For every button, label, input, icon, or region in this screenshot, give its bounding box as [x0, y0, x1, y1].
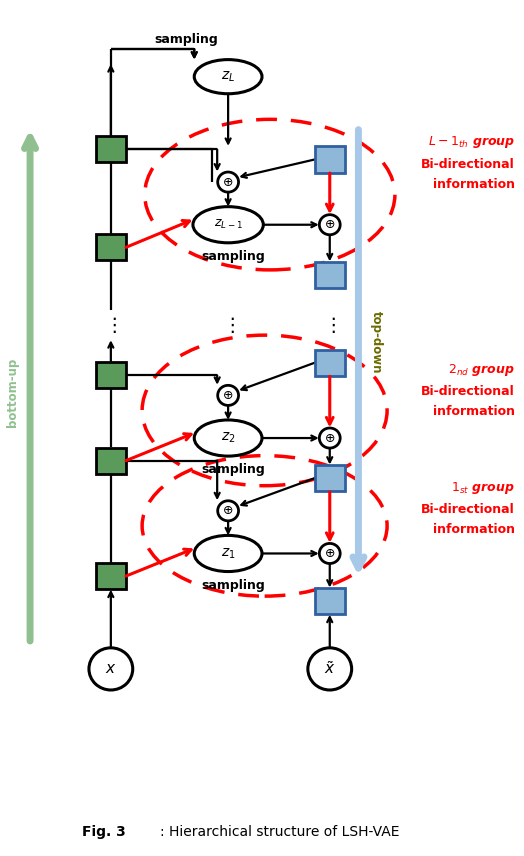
Text: $\oplus$: $\oplus$ — [223, 504, 234, 517]
Text: $\vdots$: $\vdots$ — [104, 315, 117, 335]
Text: $x$: $x$ — [105, 662, 117, 676]
Circle shape — [217, 172, 238, 192]
FancyBboxPatch shape — [314, 146, 345, 173]
Text: $z_L$: $z_L$ — [221, 69, 235, 84]
FancyBboxPatch shape — [96, 235, 126, 260]
Text: $1_{st}$ group: $1_{st}$ group — [451, 480, 515, 496]
Text: $\oplus$: $\oplus$ — [324, 218, 335, 231]
Circle shape — [319, 544, 340, 563]
FancyBboxPatch shape — [96, 136, 126, 163]
Ellipse shape — [194, 535, 262, 572]
Text: $z_1$: $z_1$ — [221, 546, 235, 561]
Text: Bi-directional: Bi-directional — [421, 503, 515, 516]
Ellipse shape — [194, 60, 262, 94]
Circle shape — [89, 648, 133, 690]
Text: $\oplus$: $\oplus$ — [223, 389, 234, 401]
Text: sampling: sampling — [201, 463, 265, 476]
Text: $L-1_{th}$ group: $L-1_{th}$ group — [428, 134, 515, 150]
Circle shape — [319, 215, 340, 235]
Text: information: information — [433, 178, 515, 191]
FancyBboxPatch shape — [96, 563, 126, 589]
Text: : Hierarchical structure of LSH-VAE: : Hierarchical structure of LSH-VAE — [160, 825, 400, 839]
Text: bottom-up: bottom-up — [6, 359, 19, 427]
Text: sampling: sampling — [201, 250, 265, 263]
Text: Bi-directional: Bi-directional — [421, 158, 515, 171]
Text: $\vdots$: $\vdots$ — [323, 315, 336, 335]
FancyBboxPatch shape — [314, 350, 345, 376]
Text: $z_2$: $z_2$ — [221, 431, 235, 445]
Circle shape — [319, 428, 340, 448]
Text: sampling: sampling — [201, 579, 265, 591]
FancyBboxPatch shape — [314, 465, 345, 491]
Text: $z_{L-1}$: $z_{L-1}$ — [214, 218, 243, 231]
Text: $\oplus$: $\oplus$ — [223, 175, 234, 188]
Text: $\oplus$: $\oplus$ — [324, 547, 335, 560]
Ellipse shape — [194, 420, 262, 456]
FancyBboxPatch shape — [96, 362, 126, 389]
Text: top-down: top-down — [370, 312, 383, 374]
Text: $\tilde{x}$: $\tilde{x}$ — [324, 661, 335, 677]
Text: $\vdots$: $\vdots$ — [222, 315, 235, 335]
Text: information: information — [433, 523, 515, 537]
Text: Fig. 3: Fig. 3 — [82, 825, 126, 839]
FancyBboxPatch shape — [314, 262, 345, 288]
Circle shape — [308, 648, 352, 690]
Circle shape — [217, 501, 238, 520]
Text: $\oplus$: $\oplus$ — [324, 431, 335, 444]
Text: information: information — [433, 406, 515, 419]
Text: $2_{nd}$ group: $2_{nd}$ group — [448, 362, 515, 378]
FancyBboxPatch shape — [96, 448, 126, 473]
FancyBboxPatch shape — [314, 588, 345, 615]
Text: sampling: sampling — [155, 33, 219, 45]
Text: Bi-directional: Bi-directional — [421, 385, 515, 398]
Ellipse shape — [193, 206, 263, 243]
Circle shape — [217, 385, 238, 406]
